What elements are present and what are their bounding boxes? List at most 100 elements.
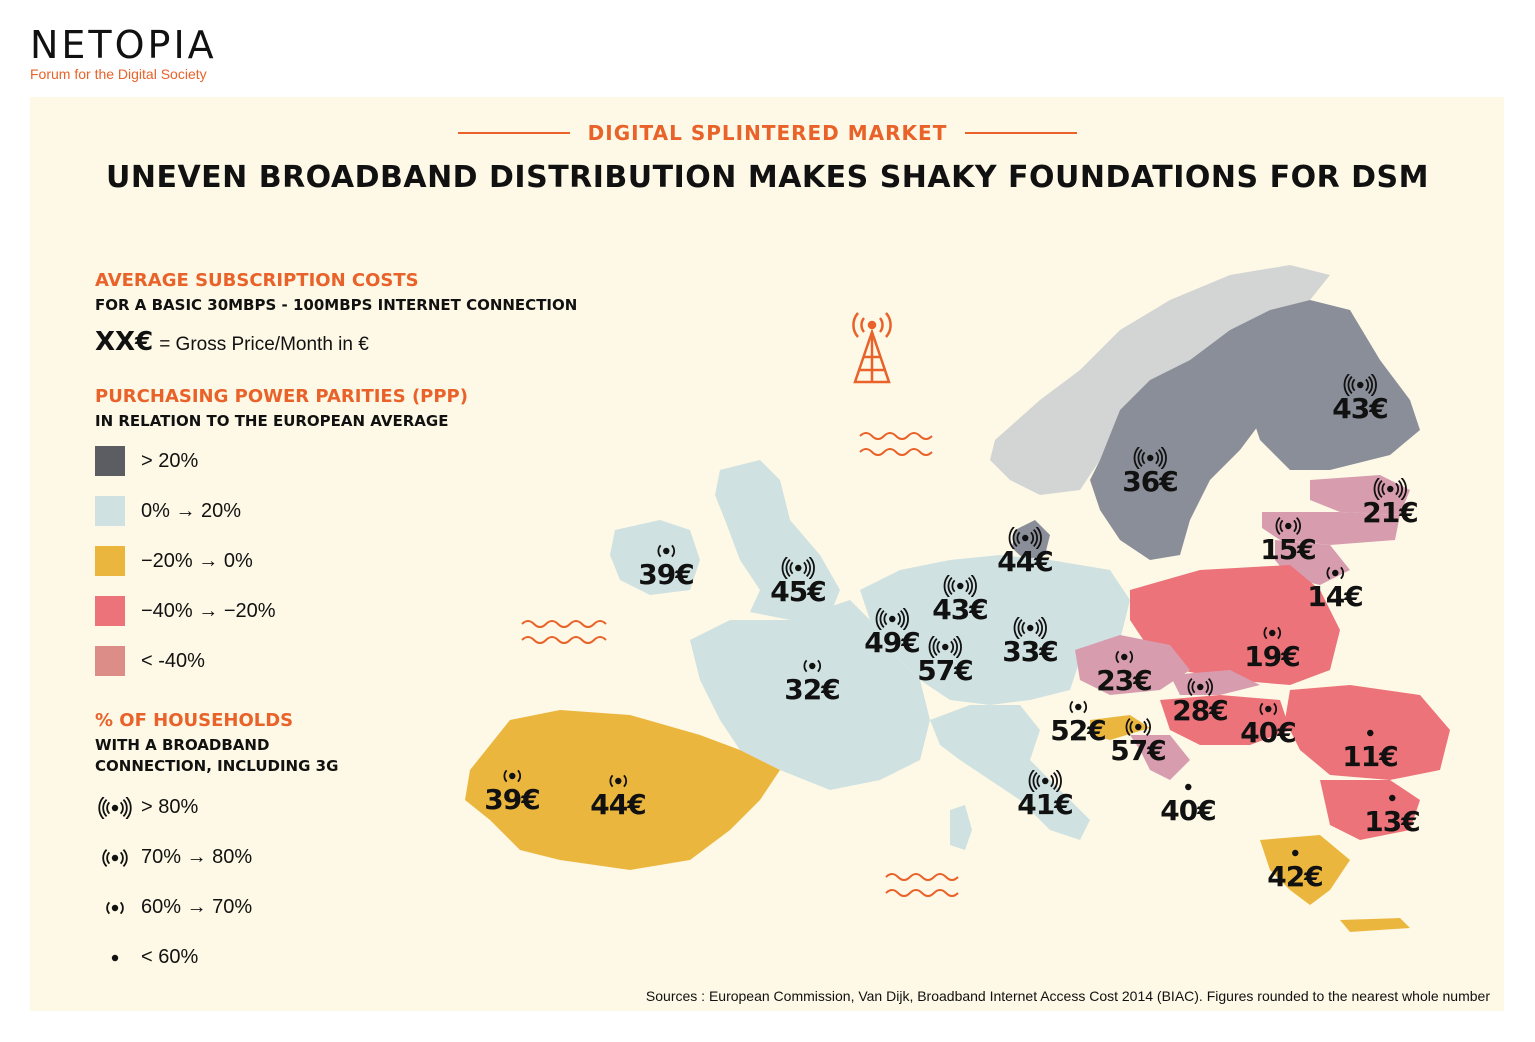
signal-3-waves-icon [1332, 374, 1387, 396]
country-price-marker: 21€ [1362, 478, 1419, 529]
ppp-swatch-1 [95, 446, 125, 476]
price-key-text: = Gross Price/Month in € [159, 334, 369, 355]
households-label: < 60% [141, 946, 199, 968]
price-value: 11€ [1342, 740, 1398, 773]
region-greece [1260, 835, 1350, 905]
ppp-label: 0% → 20% [141, 499, 242, 522]
signal-2-waves-icon [95, 847, 135, 869]
price-value: 52€ [1050, 714, 1106, 747]
eyebrow-rule-right [965, 132, 1078, 134]
country-price-marker: 11€ [1342, 722, 1399, 773]
signal-3-waves-icon [917, 636, 972, 658]
region-czech [1075, 635, 1190, 695]
ppp-label: −20% → 0% [141, 549, 253, 572]
price-value: 28€ [1172, 694, 1228, 727]
ppp-item: > 20% [95, 446, 198, 476]
price-value: 40€ [1240, 716, 1296, 749]
price-value: 33€ [1002, 635, 1058, 668]
signal-3-waves-icon [1362, 478, 1417, 500]
price-value: 39€ [638, 558, 694, 591]
eyebrow-title: DIGITAL SPLINTERED MARKET [587, 121, 948, 145]
country-price-marker: 45€ [770, 557, 827, 608]
region-poland [1130, 565, 1340, 685]
region-finland [1250, 300, 1420, 470]
region-france [690, 600, 930, 790]
region-croatia [1130, 735, 1190, 780]
ppp-swatch-2 [95, 496, 125, 526]
region-latvia [1262, 512, 1400, 545]
legend-households: % OF HOUSEHOLDS WITH A BROADBAND CONNECT… [95, 710, 338, 775]
country-price-marker: 23€ [1096, 646, 1153, 697]
signal-3-waves-icon [1017, 770, 1072, 792]
households-heading: % OF HOUSEHOLDS [95, 710, 294, 731]
price-value: 45€ [770, 575, 826, 608]
price-value: 21€ [1362, 496, 1418, 529]
ppp-swatch-5 [95, 646, 125, 676]
signal-1-wave-icon [484, 765, 539, 785]
signal-3-waves-icon [997, 527, 1052, 549]
country-price-marker: 39€ [484, 765, 541, 815]
country-price-marker: 42€ [1267, 842, 1324, 893]
signal-3-waves-icon [1122, 447, 1177, 469]
region-slovenia [1090, 715, 1150, 740]
signal-1-wave-icon [638, 540, 693, 560]
price-key: XX€ = Gross Price/Month in € [95, 327, 369, 357]
ppp-item: < -40% [95, 646, 205, 676]
signal-1-wave-icon [95, 897, 135, 919]
dot-icon [1364, 787, 1419, 807]
region-estonia [1310, 475, 1410, 515]
country-price-marker: 39€ [638, 540, 695, 591]
tagline: Forum for the Digital Society [30, 66, 207, 82]
signal-3-waves-icon [932, 575, 987, 597]
price-value: 44€ [590, 788, 646, 821]
ppp-heading: PURCHASING POWER PARITIES (PPP) [95, 386, 468, 407]
ppp-item: −20% → 0% [95, 546, 253, 576]
country-price-marker: 33€ [1002, 617, 1059, 668]
price-value: 44€ [997, 545, 1053, 578]
signal-1-wave-icon [784, 655, 839, 675]
eyebrow-row: DIGITAL SPLINTERED MARKET [410, 118, 1125, 148]
region-iberia [465, 710, 780, 870]
country-price-marker: 40€ [1240, 698, 1297, 749]
households-sub2: CONNECTION, INCLUDING 3G [95, 757, 339, 775]
country-price-marker: 14€ [1307, 562, 1364, 612]
eyebrow-rule-left [457, 132, 570, 134]
dot-icon [95, 947, 135, 969]
region-hungary [1160, 695, 1290, 745]
signal-2-waves-icon [1110, 716, 1165, 737]
region-sardinia [950, 805, 972, 850]
households-label: 60% → 70% [141, 896, 253, 918]
region-crete [1340, 918, 1410, 932]
price-value: 15€ [1260, 533, 1316, 566]
region-ireland [610, 520, 700, 595]
country-price-marker: 36€ [1122, 447, 1179, 498]
ppp-subheading: IN RELATION TO THE EUROPEAN AVERAGE [95, 412, 449, 430]
households-item: 60% → 70% [95, 896, 252, 919]
source-note: Sources : European Commission, Van Dijk,… [645, 988, 1490, 1004]
price-value: 32€ [784, 673, 840, 706]
country-price-marker: 13€ [1364, 787, 1421, 837]
households-item: < 60% [95, 946, 198, 969]
broadcast-tower-icon [852, 312, 892, 384]
signal-1-wave-icon [1244, 622, 1299, 642]
region-central-europe [860, 555, 1130, 705]
country-price-marker: 32€ [784, 655, 841, 706]
households-item: > 80% [95, 796, 198, 819]
price-value: 23€ [1096, 664, 1152, 697]
signal-1-wave-icon [1050, 696, 1105, 716]
price-value: 42€ [1267, 860, 1323, 893]
legend-costs: AVERAGE SUBSCRIPTION COSTS FOR A BASIC 3… [95, 270, 635, 314]
region-italy [930, 705, 1090, 840]
country-price-marker: 44€ [997, 527, 1054, 578]
country-price-marker: 15€ [1260, 515, 1317, 566]
costs-heading: AVERAGE SUBSCRIPTION COSTS [95, 270, 419, 291]
region-sweden [1090, 310, 1300, 560]
signal-2-waves-icon [1260, 515, 1315, 536]
ppp-swatch-4 [95, 596, 125, 626]
price-value: 36€ [1122, 465, 1178, 498]
region-denmark [1012, 520, 1050, 560]
country-price-marker: 43€ [1332, 374, 1389, 424]
country-price-marker: 41€ [1017, 770, 1074, 820]
signal-1-wave-icon [1096, 646, 1151, 666]
